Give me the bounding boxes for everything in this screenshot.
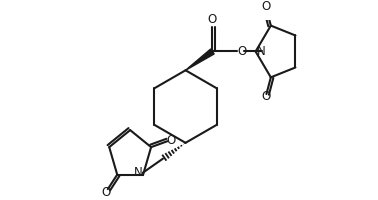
- Text: O: O: [208, 13, 217, 26]
- Text: O: O: [261, 90, 270, 103]
- Text: O: O: [101, 186, 110, 199]
- Text: O: O: [237, 45, 247, 58]
- Text: O: O: [261, 0, 270, 13]
- Polygon shape: [186, 49, 214, 70]
- Text: N: N: [256, 45, 265, 58]
- Text: O: O: [166, 134, 175, 147]
- Text: N: N: [133, 166, 142, 179]
